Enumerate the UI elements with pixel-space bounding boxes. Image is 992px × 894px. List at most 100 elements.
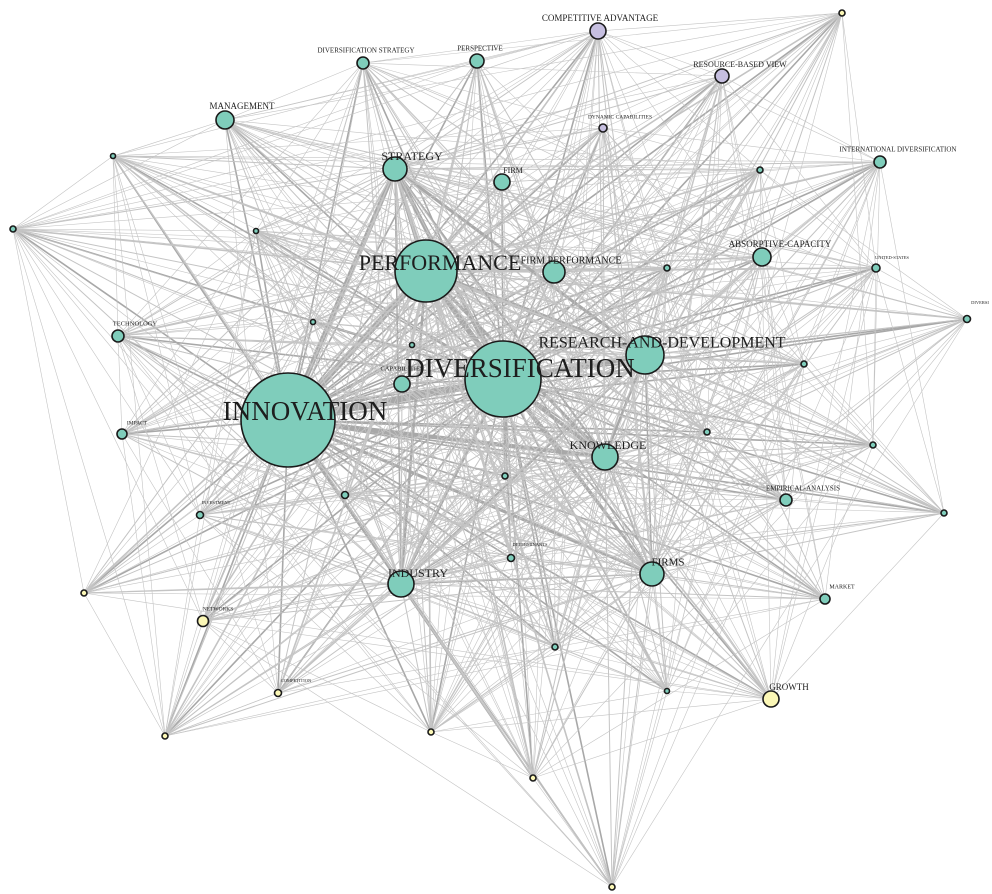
node-s-r2[interactable] [869,441,877,449]
node-technology[interactable] [111,329,125,343]
node-investment[interactable] [195,510,205,520]
node-empirical[interactable] [779,493,793,507]
node-s-ml[interactable] [80,589,88,597]
edge-297 [651,318,968,575]
node-knowledge[interactable] [591,443,619,471]
node-capabilities[interactable] [393,375,411,393]
edge-674 [202,344,413,622]
node-s-c2[interactable] [309,318,317,326]
node-industry[interactable] [387,570,415,598]
edge-341 [117,168,396,337]
edge-685 [510,557,534,779]
node-s-c6[interactable] [551,643,559,651]
edge-471 [255,30,599,232]
label-divers: DIVERSI [971,300,989,305]
edge-711 [12,228,257,232]
node-s-bottom[interactable] [608,883,616,891]
edge-568 [706,318,968,433]
node-dynamic-cap[interactable] [598,123,608,133]
edge-414 [224,119,403,385]
node-s-tr[interactable] [838,9,846,17]
edge-227 [604,456,613,888]
node-competitive-adv[interactable] [589,22,607,40]
edge-701 [611,12,843,888]
node-growth[interactable] [762,690,780,708]
edge-725 [83,230,257,594]
node-s-tl[interactable] [109,152,117,160]
edge-443 [255,62,364,232]
node-competition[interactable] [273,688,283,698]
node-diversification[interactable] [464,340,542,418]
edge-422 [224,119,708,433]
edge-354 [112,155,396,170]
node-div-strategy[interactable] [356,56,370,70]
edge-321 [504,475,653,575]
node-s-c5[interactable] [501,472,509,480]
node-s-b1[interactable] [161,732,169,740]
edge-304 [651,573,772,700]
node-s-b2[interactable] [427,728,435,736]
edge-355 [83,168,396,594]
edge-375 [553,267,877,273]
node-impact[interactable] [116,428,128,440]
edge-743 [312,321,534,779]
edge-233 [554,456,606,648]
label-dynamic-cap: DYNAMIC CAPABILITIES [588,114,652,120]
node-s-c7[interactable] [663,687,671,695]
edge-686 [510,267,668,559]
node-s-l[interactable] [9,225,17,233]
node-intl-div[interactable] [873,155,887,169]
node-absorptive[interactable] [752,247,772,267]
edge-649 [510,557,772,700]
edge-434 [362,62,403,385]
node-firm-performance[interactable] [542,260,566,284]
node-networks[interactable] [196,614,210,628]
node-s-b3[interactable] [529,774,537,782]
edge-458 [597,30,763,258]
node-s-c8[interactable] [408,341,416,349]
node-firms[interactable] [639,561,665,587]
node-s-r4[interactable] [756,166,764,174]
node-innovation[interactable] [240,372,336,468]
edge-335 [394,75,723,170]
node-firm[interactable] [493,173,511,191]
edge-261 [202,583,402,622]
node-s-c4[interactable] [703,428,711,436]
label-determinants: DETERMINANTS [513,542,548,547]
node-s-c1[interactable] [252,227,260,235]
node-s-r3[interactable] [940,509,948,517]
edge-490 [532,75,723,779]
edge-337 [394,168,763,258]
node-strategy[interactable] [382,156,408,182]
edge-530 [770,161,881,700]
edge-170 [202,354,646,622]
edge-282 [400,512,945,585]
edge-313 [164,573,653,737]
edge-281 [400,444,874,585]
node-management[interactable] [215,110,235,130]
edge-115 [425,270,968,320]
edge-682 [277,344,413,694]
node-rnd[interactable] [625,335,665,375]
edge-620 [164,514,201,737]
node-divers[interactable] [962,314,972,324]
edge-664 [202,12,843,622]
node-perspective[interactable] [469,53,485,69]
edge-752 [255,230,668,692]
edge-153 [224,119,646,356]
edge-772 [759,169,805,365]
edge-266 [12,228,402,585]
node-s-r1[interactable] [800,360,808,368]
node-determinants[interactable] [506,553,516,563]
edge-423 [224,119,506,477]
edge-373 [476,60,555,273]
edge-719 [112,155,668,692]
node-market[interactable] [819,593,831,605]
node-performance[interactable] [394,239,458,303]
node-united-states[interactable] [871,263,881,273]
node-m-a[interactable] [340,490,350,500]
node-s-c3[interactable] [663,264,671,272]
node-rbv[interactable] [714,68,730,84]
edge-256 [400,383,403,585]
edge-403 [501,181,534,779]
